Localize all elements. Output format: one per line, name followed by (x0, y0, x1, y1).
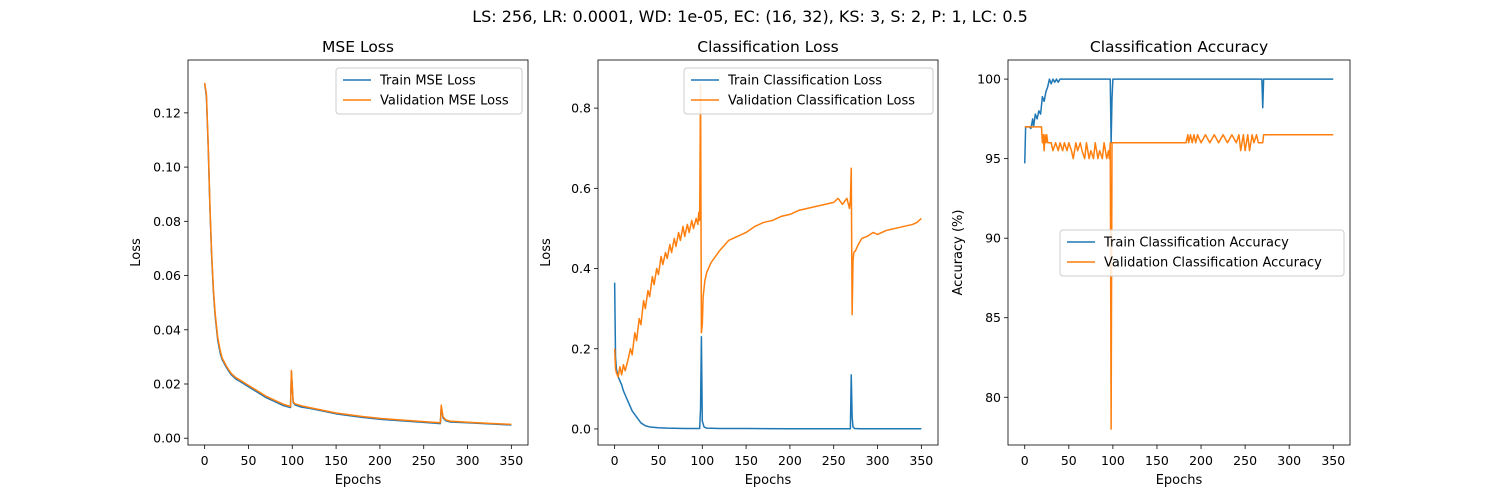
x-tick-label: 200 (778, 453, 802, 468)
y-tick-label: 100 (977, 72, 1001, 87)
x-tick-label: 150 (1145, 453, 1169, 468)
y-tick-label: 0.04 (153, 322, 181, 337)
x-tick-label: 0 (611, 453, 619, 468)
legend: Train Classification Loss Validation Clas… (683, 67, 934, 115)
x-tick-label: 100 (280, 453, 304, 468)
x-tick-label: 250 (412, 453, 436, 468)
y-tick-label: 85 (985, 310, 1001, 325)
y-axis-label: Accuracy (%) (951, 210, 966, 296)
y-tick-label: 0.0 (571, 421, 591, 436)
x-tick-label: 200 (368, 453, 392, 468)
x-tick-label: 0 (201, 453, 209, 468)
series-line-validation-classification-loss (613, 83, 922, 378)
x-tick-label: 350 (909, 453, 933, 468)
legend-box (1059, 229, 1345, 277)
y-axis-label: Loss (129, 238, 144, 267)
chart-classification-loss: 0 50 100 150 200 250 300 350 0.0 0.2 0.4 0.6 0.8 Clas… (539, 38, 939, 488)
series-line-validation-classification-accuracy (1024, 126, 1334, 430)
x-axis-label: Epochs (1156, 473, 1203, 488)
x-axis-label: Epochs (745, 473, 792, 488)
x-tick-label: 300 (1277, 453, 1301, 468)
chart-mse-loss: 0 50 100 150 200 250 300 350 0.00 0.02 0.04 0.06 0.0… (129, 38, 529, 488)
y-tick-label: 0.10 (153, 160, 181, 175)
y-tick-label: 0.2 (571, 341, 591, 356)
chart-title: Classification Accuracy (1090, 38, 1268, 56)
x-tick-label: 350 (1321, 453, 1345, 468)
y-tick-label: 0.8 (571, 101, 591, 116)
y-tick-label: 0.06 (153, 268, 181, 283)
x-tick-label: 350 (499, 453, 523, 468)
series-line-train-classification-loss (613, 282, 922, 430)
x-tick-label: 300 (866, 453, 890, 468)
legend-label: Validation Classification Accuracy (1104, 256, 1322, 271)
legend-label: Validation Classification Loss (728, 94, 915, 109)
y-tick-label: 0.00 (153, 431, 181, 446)
x-tick-label: 150 (734, 453, 758, 468)
y-tick-label: 0.12 (153, 105, 181, 120)
y-tick-label: 0.02 (153, 376, 181, 391)
legend-label: Train Classification Loss (727, 74, 882, 89)
x-tick-label: 250 (1233, 453, 1257, 468)
legend-label: Train MSE Loss (379, 74, 476, 89)
y-tick-label: 0.08 (153, 214, 181, 229)
figure-suptitle: LS: 256, LR: 0.0001, WD: 1e-05, EC: (16,… (472, 7, 1028, 26)
y-tick-label: 80 (985, 390, 1001, 405)
axes-frame (597, 59, 939, 446)
x-tick-label: 250 (822, 453, 846, 468)
y-axis-label: Loss (539, 238, 554, 267)
legend-box (683, 67, 934, 115)
x-tick-label: 100 (690, 453, 714, 468)
series-line-train-mse-loss (203, 82, 512, 426)
axes-frame (187, 59, 529, 446)
chart-title: MSE Loss (322, 38, 394, 56)
series-line-validation-mse-loss (203, 82, 512, 426)
legend-label: Validation MSE Loss (380, 94, 509, 109)
x-tick-label: 150 (324, 453, 348, 468)
y-tick-label: 0.4 (571, 261, 591, 276)
chart-title: Classification Loss (697, 38, 838, 56)
x-tick-label: 50 (651, 453, 667, 468)
x-tick-label: 50 (1061, 453, 1077, 468)
legend: Train Classification Accuracy Validation … (1059, 229, 1345, 277)
series-line-train-classification-accuracy (1024, 78, 1334, 164)
chart-classification-accuracy: 0 50 100 150 200 250 300 350 80 85 90 95 100 Classifi… (951, 38, 1351, 488)
legend: Train MSE Loss Validation MSE Loss (335, 67, 523, 115)
y-tick-label: 90 (985, 231, 1001, 246)
legend-label: Train Classification Accuracy (1103, 236, 1289, 251)
legend-box (335, 67, 523, 115)
y-tick-label: 0.6 (571, 181, 591, 196)
x-tick-label: 200 (1189, 453, 1213, 468)
y-tick-label: 95 (985, 151, 1001, 166)
x-tick-label: 100 (1101, 453, 1125, 468)
x-tick-label: 300 (456, 453, 480, 468)
x-axis-label: Epochs (335, 473, 382, 488)
x-tick-label: 0 (1021, 453, 1029, 468)
axes-frame (1007, 59, 1351, 446)
x-tick-label: 50 (241, 453, 257, 468)
